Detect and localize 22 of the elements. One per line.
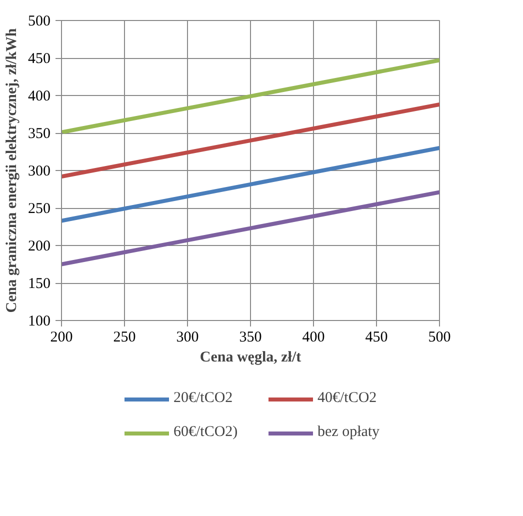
y-tick-label: 350 — [28, 126, 50, 142]
y-axis-title: Cena graniczna energii elektrycznej, zł/kWh — [4, 28, 20, 313]
x-tick-label: 350 — [239, 330, 262, 346]
x-tick-label: 200 — [50, 330, 73, 346]
x-tick-label: 450 — [365, 330, 388, 346]
legend-label: bez opłaty — [318, 424, 381, 441]
y-tick-label: 300 — [28, 164, 50, 180]
y-tick-label: 250 — [28, 201, 50, 217]
x-axis-title: Cena węgla, zł/t — [200, 350, 302, 366]
y-tick-label: 450 — [28, 51, 50, 67]
x-tick-label: 400 — [302, 330, 325, 346]
y-tick-label: 400 — [28, 88, 50, 104]
y-tick-label: 200 — [28, 238, 50, 254]
y-tick-label: 100 — [28, 314, 50, 330]
x-tick-label: 500 — [428, 330, 451, 346]
y-tick-label: 500 — [28, 14, 50, 30]
legend-label: 60€/tCO2) — [174, 424, 239, 441]
x-tick-label: 250 — [113, 330, 136, 346]
y-tick-label: 150 — [28, 276, 50, 292]
legend-label: 40€/tCO2 — [318, 390, 378, 407]
legend-label: 20€/tCO2 — [174, 390, 234, 407]
x-tick-label: 300 — [176, 330, 199, 346]
